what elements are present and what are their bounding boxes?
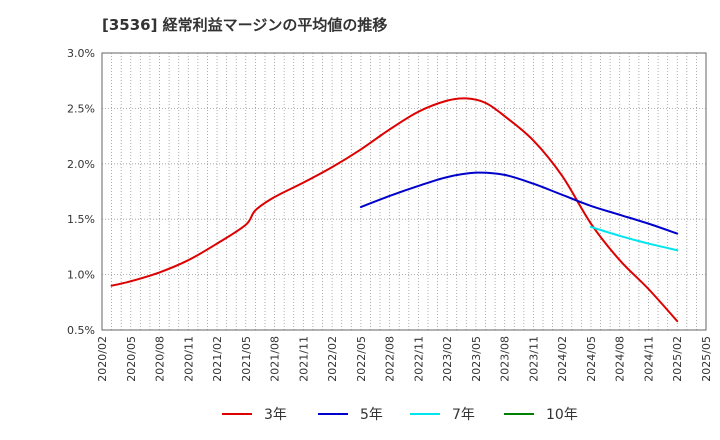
grid-layer <box>102 53 706 330</box>
y-tick-label: 2.0% <box>67 158 95 171</box>
x-tick-label: 2020/02 <box>96 336 109 382</box>
series-line-0 <box>110 97 679 323</box>
y-tick-label: 0.5% <box>67 324 95 337</box>
x-tick-label: 2020/11 <box>182 336 195 382</box>
legend: 3年 5年 7年 10年 <box>222 407 578 423</box>
x-tick-label: 2023/11 <box>527 336 540 382</box>
x-tick-label: 2024/08 <box>614 336 627 382</box>
y-tick-label: 1.0% <box>67 269 95 282</box>
x-tick-label: 2021/02 <box>211 336 224 382</box>
axis-layer: 0.5% 1.0% 1.5% 2.0% 2.5% 3.0% 2020/02 2020/05 20… <box>67 47 713 382</box>
x-tick-label: 2025/02 <box>671 336 684 382</box>
x-tick-label: 2021/08 <box>269 336 282 382</box>
x-tick-label: 2024/02 <box>556 336 569 382</box>
x-tick-label: 2024/11 <box>642 336 655 382</box>
x-tick-label: 2021/05 <box>240 336 253 382</box>
chart-title: [3536] 経常利益マージンの平均値の推移 <box>102 16 388 34</box>
series-layer <box>110 97 679 323</box>
x-tick-label: 2022/11 <box>412 336 425 382</box>
x-tick-label: 2021/11 <box>297 336 310 382</box>
x-tick-label: 2022/02 <box>326 336 339 382</box>
y-tick-label: 3.0% <box>67 47 95 60</box>
x-tick-label: 2025/05 <box>700 336 713 382</box>
x-tick-label: 2020/08 <box>154 336 167 382</box>
x-tick-label: 2023/05 <box>470 336 483 382</box>
x-tick-label: 2022/05 <box>355 336 368 382</box>
x-tick-label: 2023/08 <box>499 336 512 382</box>
x-tick-label: 2023/02 <box>441 336 454 382</box>
series-line-2 <box>589 225 679 252</box>
series-line-1 <box>359 171 679 235</box>
x-tick-label: 2020/05 <box>125 336 138 382</box>
y-tick-label: 1.5% <box>67 213 95 226</box>
y-tick-label: 2.5% <box>67 102 95 115</box>
plot-frame <box>101 52 707 331</box>
legend-label-0: 3年 <box>264 407 287 423</box>
legend-label-1: 5年 <box>360 407 383 423</box>
x-tick-label: 2024/05 <box>585 336 598 382</box>
x-tick-label: 2022/08 <box>384 336 397 382</box>
legend-label-2: 7年 <box>452 407 475 423</box>
legend-label-3: 10年 <box>546 407 578 423</box>
